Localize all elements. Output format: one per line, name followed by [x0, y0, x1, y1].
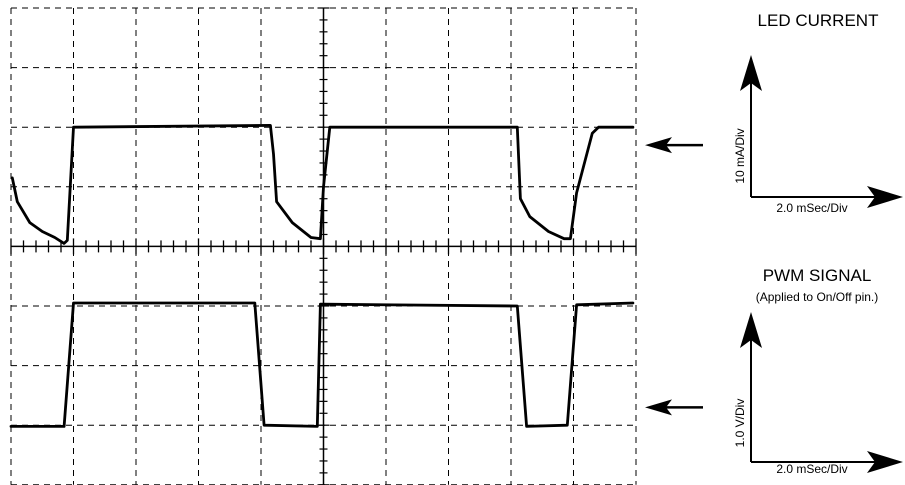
level-markers — [645, 137, 703, 416]
led-current-y-scale-label: 10 mA/Div — [733, 128, 747, 183]
pwm-signal-title: PWM SIGNAL — [763, 266, 872, 285]
led-current-trace — [10, 124, 635, 245]
scale-arrow-right-icon — [867, 451, 903, 473]
led-current-title: LED CURRENT — [758, 11, 879, 30]
led-current-scale-legend: LED CURRENT 10 mA/Div 2.0 mSec/Div — [733, 11, 903, 215]
scale-arrow-up-icon — [740, 55, 762, 91]
scope-graticule — [10, 7, 637, 485]
pwm-signal-scale-legend: PWM SIGNAL (Applied to On/Off pin.) 1.0 … — [733, 266, 903, 476]
pwm-signal-x-scale-label: 2.0 mSec/Div — [776, 462, 847, 476]
scope-traces — [9, 124, 635, 428]
pwm-signal-y-scale-label: 1.0 V/Div — [733, 399, 747, 448]
led-current-x-scale-label: 2.0 mSec/Div — [776, 201, 847, 215]
scale-arrow-up-icon — [740, 312, 762, 348]
scale-arrow-right-icon — [867, 186, 903, 208]
pwm-signal-trace — [9, 301, 635, 428]
level-marker-arrow-icon — [645, 137, 672, 154]
level-marker-arrow-icon — [645, 399, 672, 416]
pwm-signal-subtitle: (Applied to On/Off pin.) — [756, 290, 879, 304]
